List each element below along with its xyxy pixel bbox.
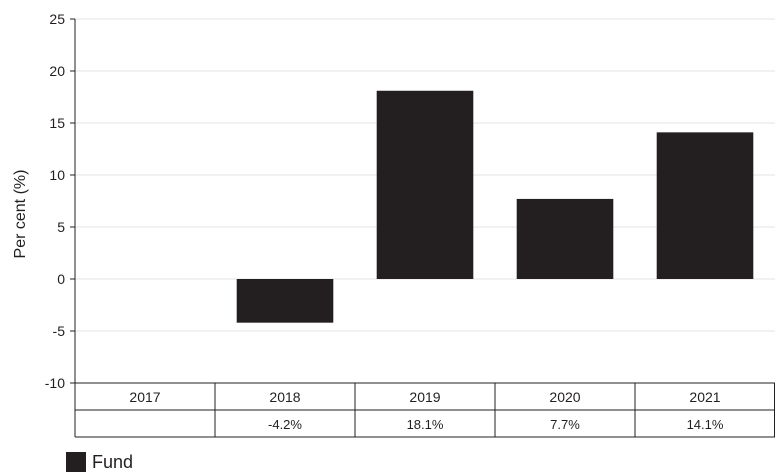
value-label: 14.1%: [687, 417, 724, 432]
data-table: 2017 2018 -4.2% 2019 18.1% 2020 7.7% 2021 14.1%: [74, 382, 775, 438]
category-label: 2017: [129, 389, 160, 405]
legend: Fund: [66, 452, 133, 472]
bars: [236, 90, 754, 323]
category-label: 2019: [409, 389, 440, 405]
category-label: 2020: [549, 389, 580, 405]
bar-2018: [236, 279, 334, 323]
y-tick-label: 5: [57, 219, 65, 235]
value-label: -4.2%: [268, 417, 302, 432]
y-tick-label: 0: [57, 271, 65, 287]
legend-swatch-fund: [66, 452, 86, 472]
y-tick-label: 10: [49, 167, 65, 183]
y-axis-title: Per cent (%): [12, 170, 29, 259]
value-label: 7.7%: [550, 417, 580, 432]
axes: 25 20 15 10 5 0 -5 -10: [45, 11, 76, 391]
y-tick-label: -10: [45, 375, 65, 391]
y-tick-label: 15: [49, 115, 65, 131]
y-tick-label: 25: [49, 11, 65, 27]
bar-2021: [656, 132, 754, 279]
bar-2020: [516, 198, 614, 279]
legend-label-fund: Fund: [92, 452, 134, 472]
bar-2019: [376, 90, 474, 279]
y-tick-label: 20: [49, 63, 65, 79]
y-tick-label: -5: [53, 323, 66, 339]
value-label: 18.1%: [407, 417, 444, 432]
category-label: 2021: [689, 389, 720, 405]
category-label: 2018: [269, 389, 300, 405]
